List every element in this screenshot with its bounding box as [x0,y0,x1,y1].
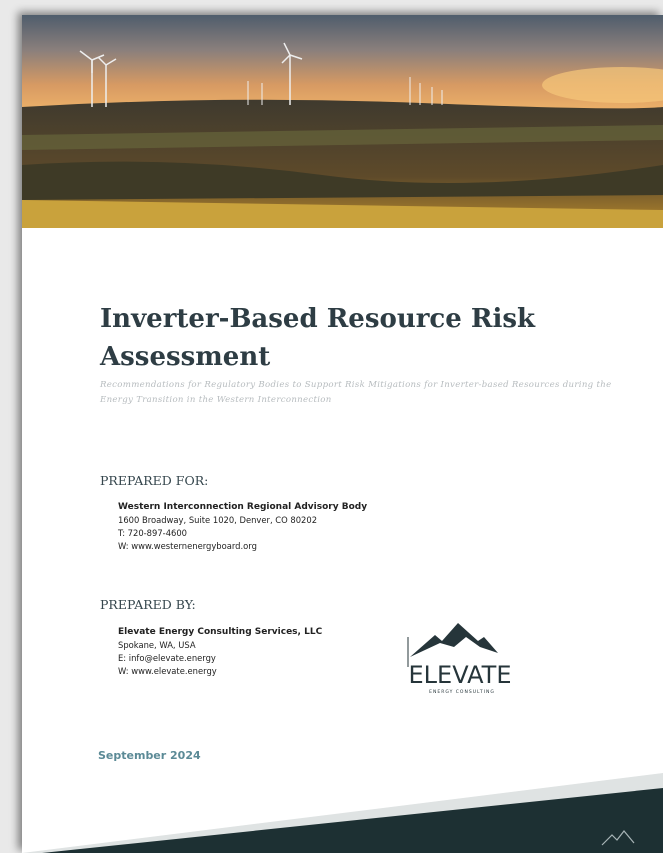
logo: ELEVATE ENERGY CONSULTING [380,617,530,697]
title: Inverter-Based Resource Risk Assessment [100,300,540,376]
location: Spokane, WA, USA [118,639,322,652]
logo-name: ELEVATE [409,661,512,689]
website: W: www.westernenergyboard.org [118,540,367,553]
prepared-by-block: Elevate Energy Consulting Services, LLC … [118,626,322,678]
logo-mountain [410,623,498,657]
organization-name: Western Interconnection Regional Advisor… [118,501,367,514]
logo-tagline: ENERGY CONSULTING [429,689,495,695]
section-heading: PREPARED FOR: [100,473,208,488]
document-page: Inverter-Based Resource Risk Assessment … [22,15,663,853]
address: 1600 Broadway, Suite 1020, Denver, CO 80… [118,514,367,527]
footer-band [22,743,663,853]
website: W: www.elevate.energy [118,665,322,678]
email: E: info@elevate.energy [118,652,322,665]
organization-name: Elevate Energy Consulting Services, LLC [118,626,322,639]
subtitle: Recommendations for Regulatory Bodies to… [100,378,625,408]
prepared-for-block: Western Interconnection Regional Advisor… [118,501,367,553]
screen: Inverter-Based Resource Risk Assessment … [0,0,663,853]
phone: T: 720-897-4600 [118,527,367,540]
section-heading: PREPARED BY: [100,597,196,612]
cover-photo [22,15,663,228]
sky [22,15,663,115]
